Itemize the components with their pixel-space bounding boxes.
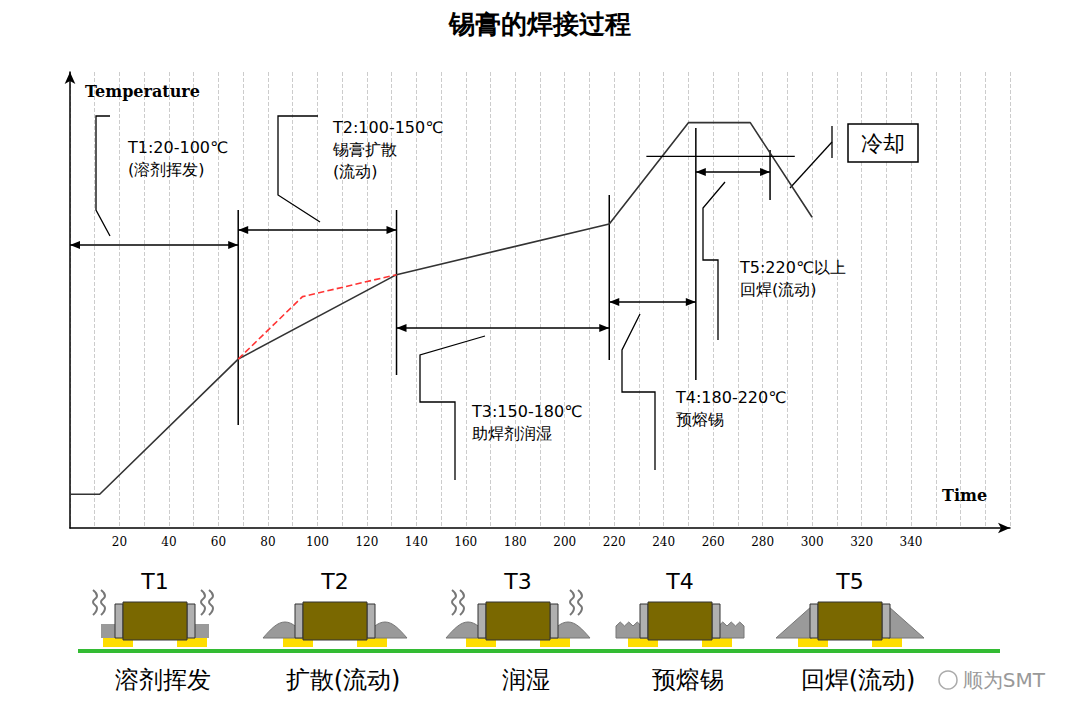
svg-text:Time: Time xyxy=(942,486,987,505)
svg-text:120: 120 xyxy=(355,535,378,549)
svg-text:320: 320 xyxy=(850,535,873,549)
svg-text:回焊(流动): 回焊(流动) xyxy=(740,280,816,299)
svg-text:顺为SMT: 顺为SMT xyxy=(963,668,1046,692)
svg-text:T2:100-150℃: T2:100-150℃ xyxy=(332,118,443,137)
svg-text:140: 140 xyxy=(405,535,428,549)
svg-text:200: 200 xyxy=(553,535,576,549)
svg-text:T4: T4 xyxy=(665,569,693,594)
svg-text:锡膏的焊接过程: 锡膏的焊接过程 xyxy=(448,9,631,39)
svg-text:T1: T1 xyxy=(140,569,168,594)
svg-text:(溶剂挥发): (溶剂挥发) xyxy=(128,160,204,179)
svg-text:T3:150-180℃: T3:150-180℃ xyxy=(471,402,582,421)
svg-text:润湿: 润湿 xyxy=(502,666,550,694)
svg-text:260: 260 xyxy=(702,535,725,549)
svg-text:T5:220℃以上: T5:220℃以上 xyxy=(739,258,846,277)
svg-text:340: 340 xyxy=(900,535,923,549)
svg-text:240: 240 xyxy=(652,535,675,549)
svg-text:扩散(流动): 扩散(流动) xyxy=(286,666,401,694)
svg-text:T5: T5 xyxy=(835,569,863,594)
svg-text:助焊剂润湿: 助焊剂润湿 xyxy=(472,424,552,443)
svg-text:T2: T2 xyxy=(320,569,348,594)
svg-text:回焊(流动): 回焊(流动) xyxy=(801,666,916,694)
svg-text:(流动): (流动) xyxy=(333,162,377,181)
svg-text:溶剂挥发: 溶剂挥发 xyxy=(115,666,211,694)
svg-text:180: 180 xyxy=(504,535,527,549)
svg-text:300: 300 xyxy=(801,535,824,549)
svg-text:T4:180-220℃: T4:180-220℃ xyxy=(675,388,786,407)
svg-text:280: 280 xyxy=(751,535,774,549)
svg-text:160: 160 xyxy=(454,535,477,549)
svg-text:T1:20-100℃: T1:20-100℃ xyxy=(127,138,228,157)
svg-text:锡膏扩散: 锡膏扩散 xyxy=(332,140,397,159)
svg-text:80: 80 xyxy=(260,535,275,549)
svg-text:220: 220 xyxy=(603,535,626,549)
svg-text:20: 20 xyxy=(112,535,127,549)
svg-text:60: 60 xyxy=(211,535,226,549)
svg-text:Temperature: Temperature xyxy=(85,82,200,101)
svg-text:预熔锡: 预熔锡 xyxy=(652,666,724,694)
svg-text:40: 40 xyxy=(161,535,176,549)
svg-text:T3: T3 xyxy=(503,569,531,594)
svg-text:冷却: 冷却 xyxy=(861,131,905,156)
svg-text:100: 100 xyxy=(306,535,329,549)
svg-text:预熔锡: 预熔锡 xyxy=(676,410,724,429)
